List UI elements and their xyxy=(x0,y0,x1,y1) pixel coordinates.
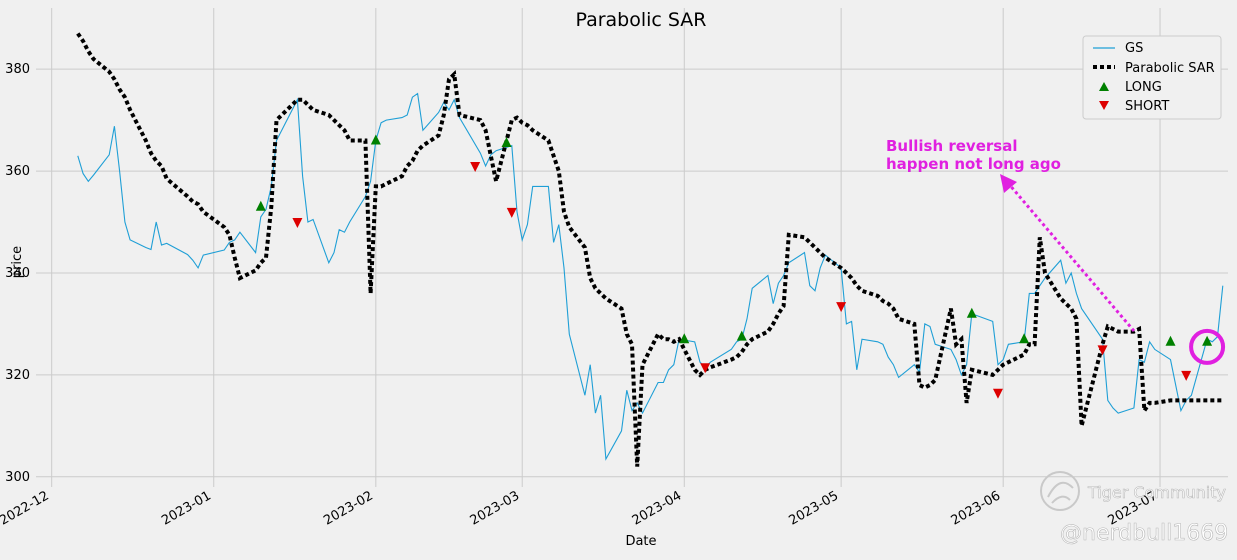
x-axis-title: Date xyxy=(625,534,656,549)
legend-long-label: LONG xyxy=(1125,80,1162,95)
short-marker xyxy=(1097,345,1108,356)
annotation-circle xyxy=(1189,328,1226,365)
short-marker xyxy=(292,218,303,229)
y-axis-ticks: 300 320 340 360 380 xyxy=(5,62,30,485)
signal-markers xyxy=(255,134,1213,399)
long-marker xyxy=(1019,333,1030,344)
short-marker xyxy=(1181,370,1192,381)
gs-price-line xyxy=(77,92,1224,461)
annotation: Bullish reversal happen not long ago xyxy=(886,137,1226,365)
y-tick-label: 300 xyxy=(5,470,30,485)
short-marker xyxy=(506,207,517,218)
parabolic-sar-line xyxy=(76,32,1223,467)
annotation-text-line1: Bullish reversal xyxy=(886,137,1017,155)
long-marker xyxy=(966,307,977,318)
long-marker xyxy=(679,333,690,344)
y-tick-label: 340 xyxy=(5,266,30,281)
long-marker xyxy=(1165,335,1176,346)
annotation-arrow xyxy=(1006,182,1136,332)
tiger-logo-stripes xyxy=(1047,481,1074,504)
short-marker xyxy=(470,161,481,172)
chart-title: Parabolic SAR xyxy=(575,9,706,31)
long-marker xyxy=(736,330,747,341)
watermark-handle: @nerdbull1669 xyxy=(1060,521,1228,546)
watermark: Tiger Community @nerdbull1669 xyxy=(1040,471,1229,546)
legend-short-label: SHORT xyxy=(1125,99,1169,114)
legend: GS Parabolic SAR LONG SHORT xyxy=(1082,35,1222,120)
long-marker xyxy=(501,137,512,148)
legend-short-swatch xyxy=(1099,101,1109,110)
y-tick-label: 320 xyxy=(5,368,30,383)
long-marker xyxy=(1202,335,1213,346)
legend-box xyxy=(1082,35,1222,120)
tiger-logo-icon xyxy=(1040,471,1080,511)
short-marker xyxy=(700,363,711,374)
y-tick-label: 360 xyxy=(5,164,30,179)
annotation-text-line2: happen not long ago xyxy=(886,155,1061,173)
y-tick-label: 380 xyxy=(5,62,30,77)
plot-series xyxy=(76,32,1224,467)
legend-sar-label: Parabolic SAR xyxy=(1125,61,1215,76)
y-axis-title: price xyxy=(10,246,25,278)
short-marker xyxy=(836,302,847,313)
annotation-arrow-head xyxy=(1000,174,1017,193)
grid-lines xyxy=(36,8,1228,487)
short-marker xyxy=(992,388,1003,399)
long-marker xyxy=(255,200,266,211)
long-marker xyxy=(370,134,381,145)
legend-gs-label: GS xyxy=(1125,41,1143,56)
watermark-brand: Tiger Community xyxy=(1087,483,1226,502)
legend-long-swatch xyxy=(1099,82,1109,91)
